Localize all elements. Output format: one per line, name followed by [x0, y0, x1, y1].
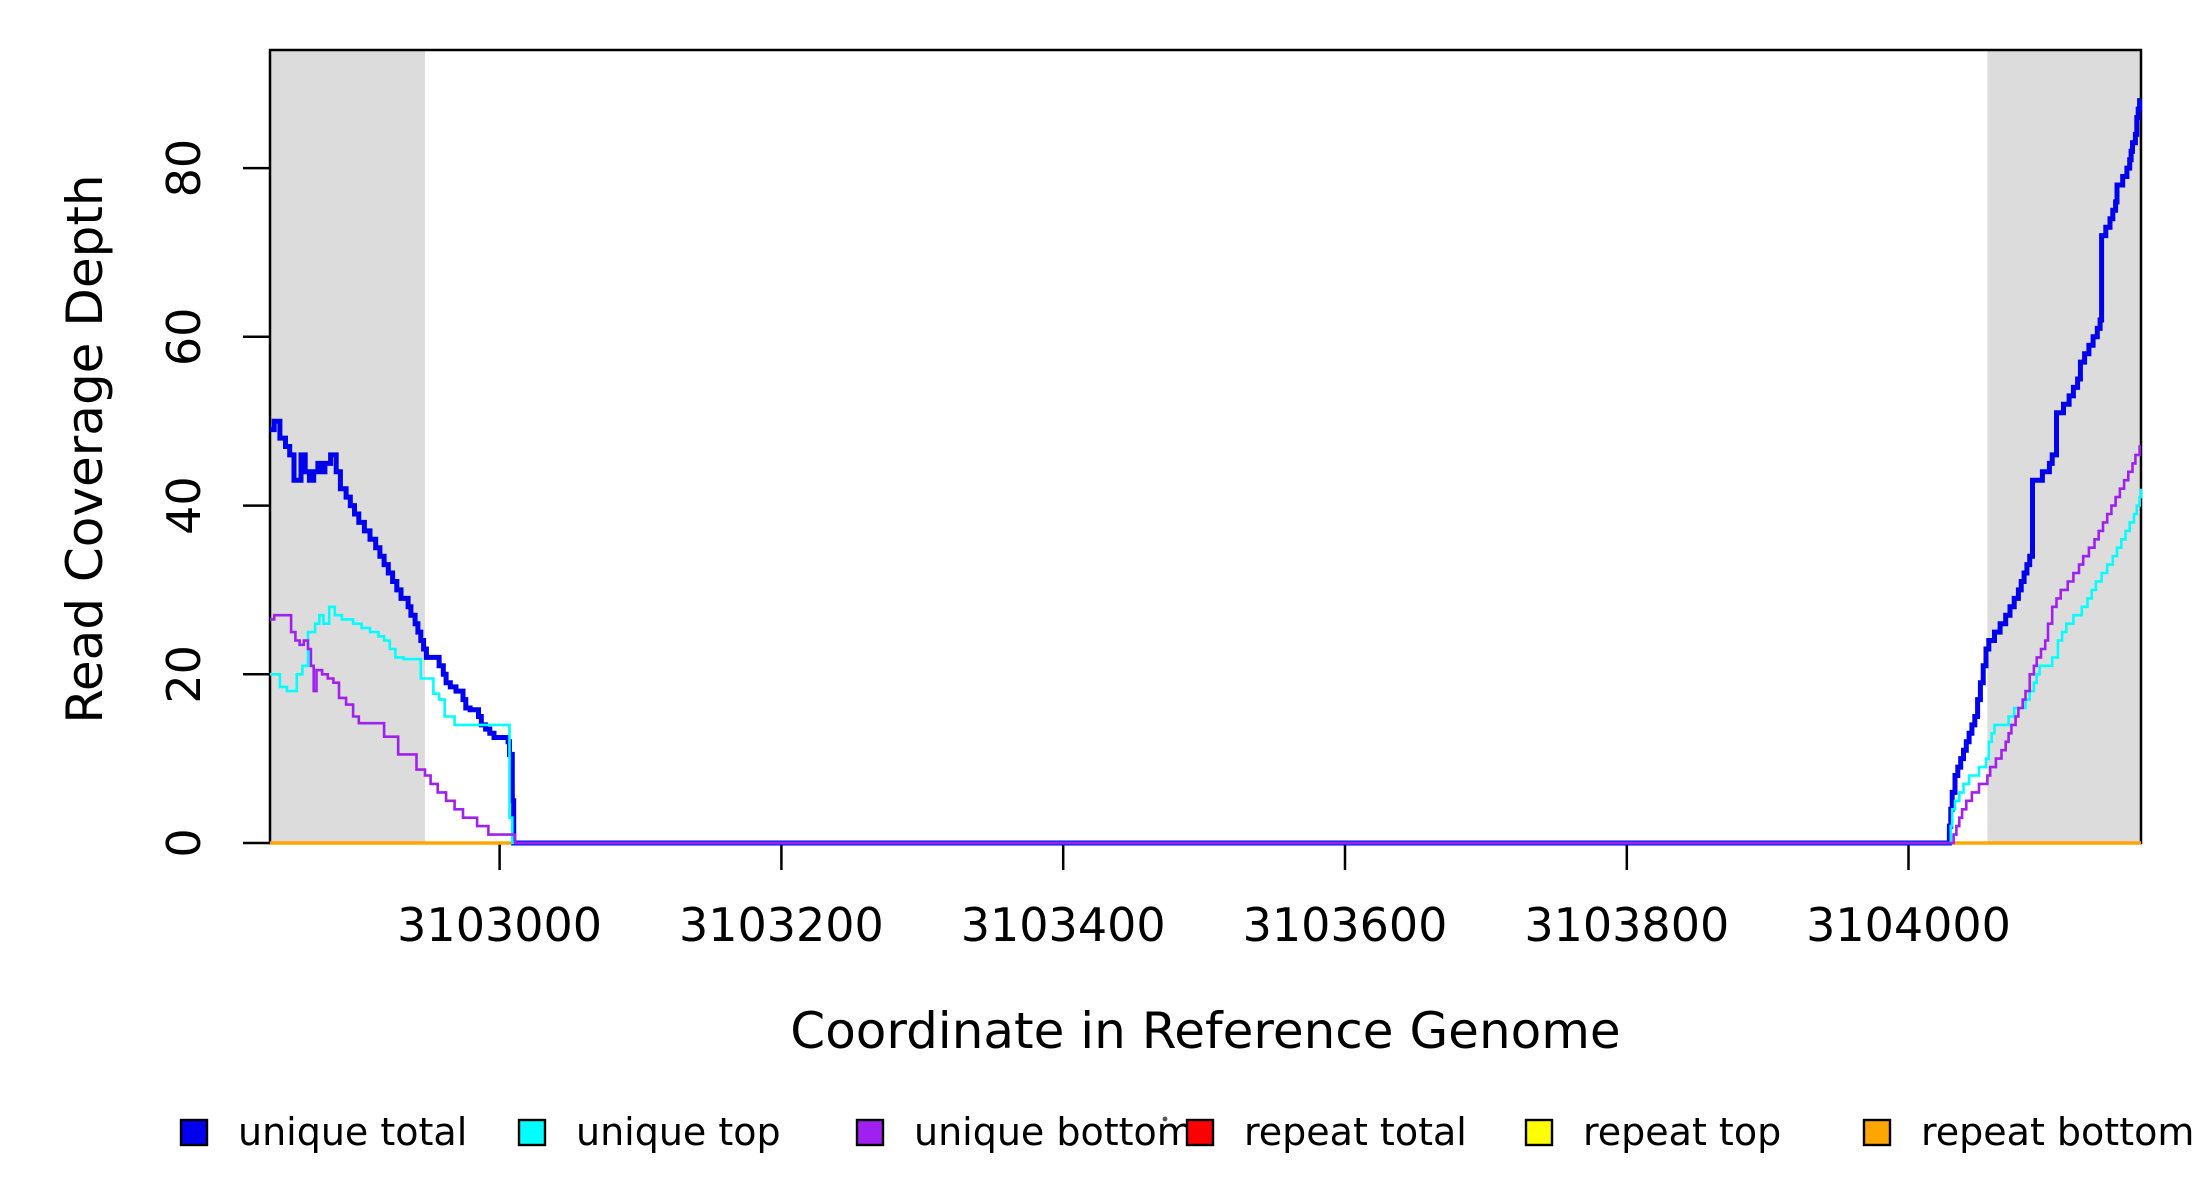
y-axis-title: Read Coverage Depth [56, 174, 114, 724]
legend-swatch-unique-bottom [855, 1118, 885, 1147]
y-tick-label: 60 [157, 308, 211, 367]
x-tick-label: 3103200 [679, 898, 884, 952]
series-unique-bottom [270, 445, 2141, 845]
y-tick-label: 0 [157, 828, 211, 857]
legend-swatch-unique-top [517, 1118, 547, 1147]
y-tick-label: 20 [157, 645, 211, 704]
legend-swatch-unique-total [179, 1118, 209, 1147]
plot-border [268, 48, 2143, 845]
series-unique-top [270, 488, 2143, 845]
x-tick-label: 3104000 [1806, 898, 2011, 952]
legend-swatch-repeat-bottom [1862, 1118, 1892, 1147]
legend-label-unique-bottom: unique bottom [914, 1110, 1194, 1154]
stray-dot [1162, 1116, 1168, 1122]
y-tick-label: 40 [157, 476, 211, 535]
series-unique-total [270, 98, 2143, 846]
highlight-region-left [270, 50, 425, 843]
legend-label-unique-top: unique top [576, 1110, 781, 1154]
legend-label-repeat-top: repeat top [1583, 1110, 1781, 1154]
legend-label-repeat-bottom: repeat bottom [1921, 1110, 2194, 1154]
x-tick-label: 3103800 [1524, 898, 1729, 952]
x-tick-label: 3103600 [1243, 898, 1448, 952]
y-tick-label: 80 [157, 139, 211, 198]
x-tick-label: 3103000 [397, 898, 602, 952]
legend-label-unique-total: unique total [238, 1110, 467, 1154]
x-tick-label: 3103400 [961, 898, 1166, 952]
legend-swatch-repeat-total [1185, 1118, 1215, 1147]
x-axis-title: Coordinate in Reference Genome [790, 1002, 1621, 1060]
legend-label-repeat-total: repeat total [1244, 1110, 1467, 1154]
legend-swatch-repeat-top [1524, 1118, 1554, 1147]
